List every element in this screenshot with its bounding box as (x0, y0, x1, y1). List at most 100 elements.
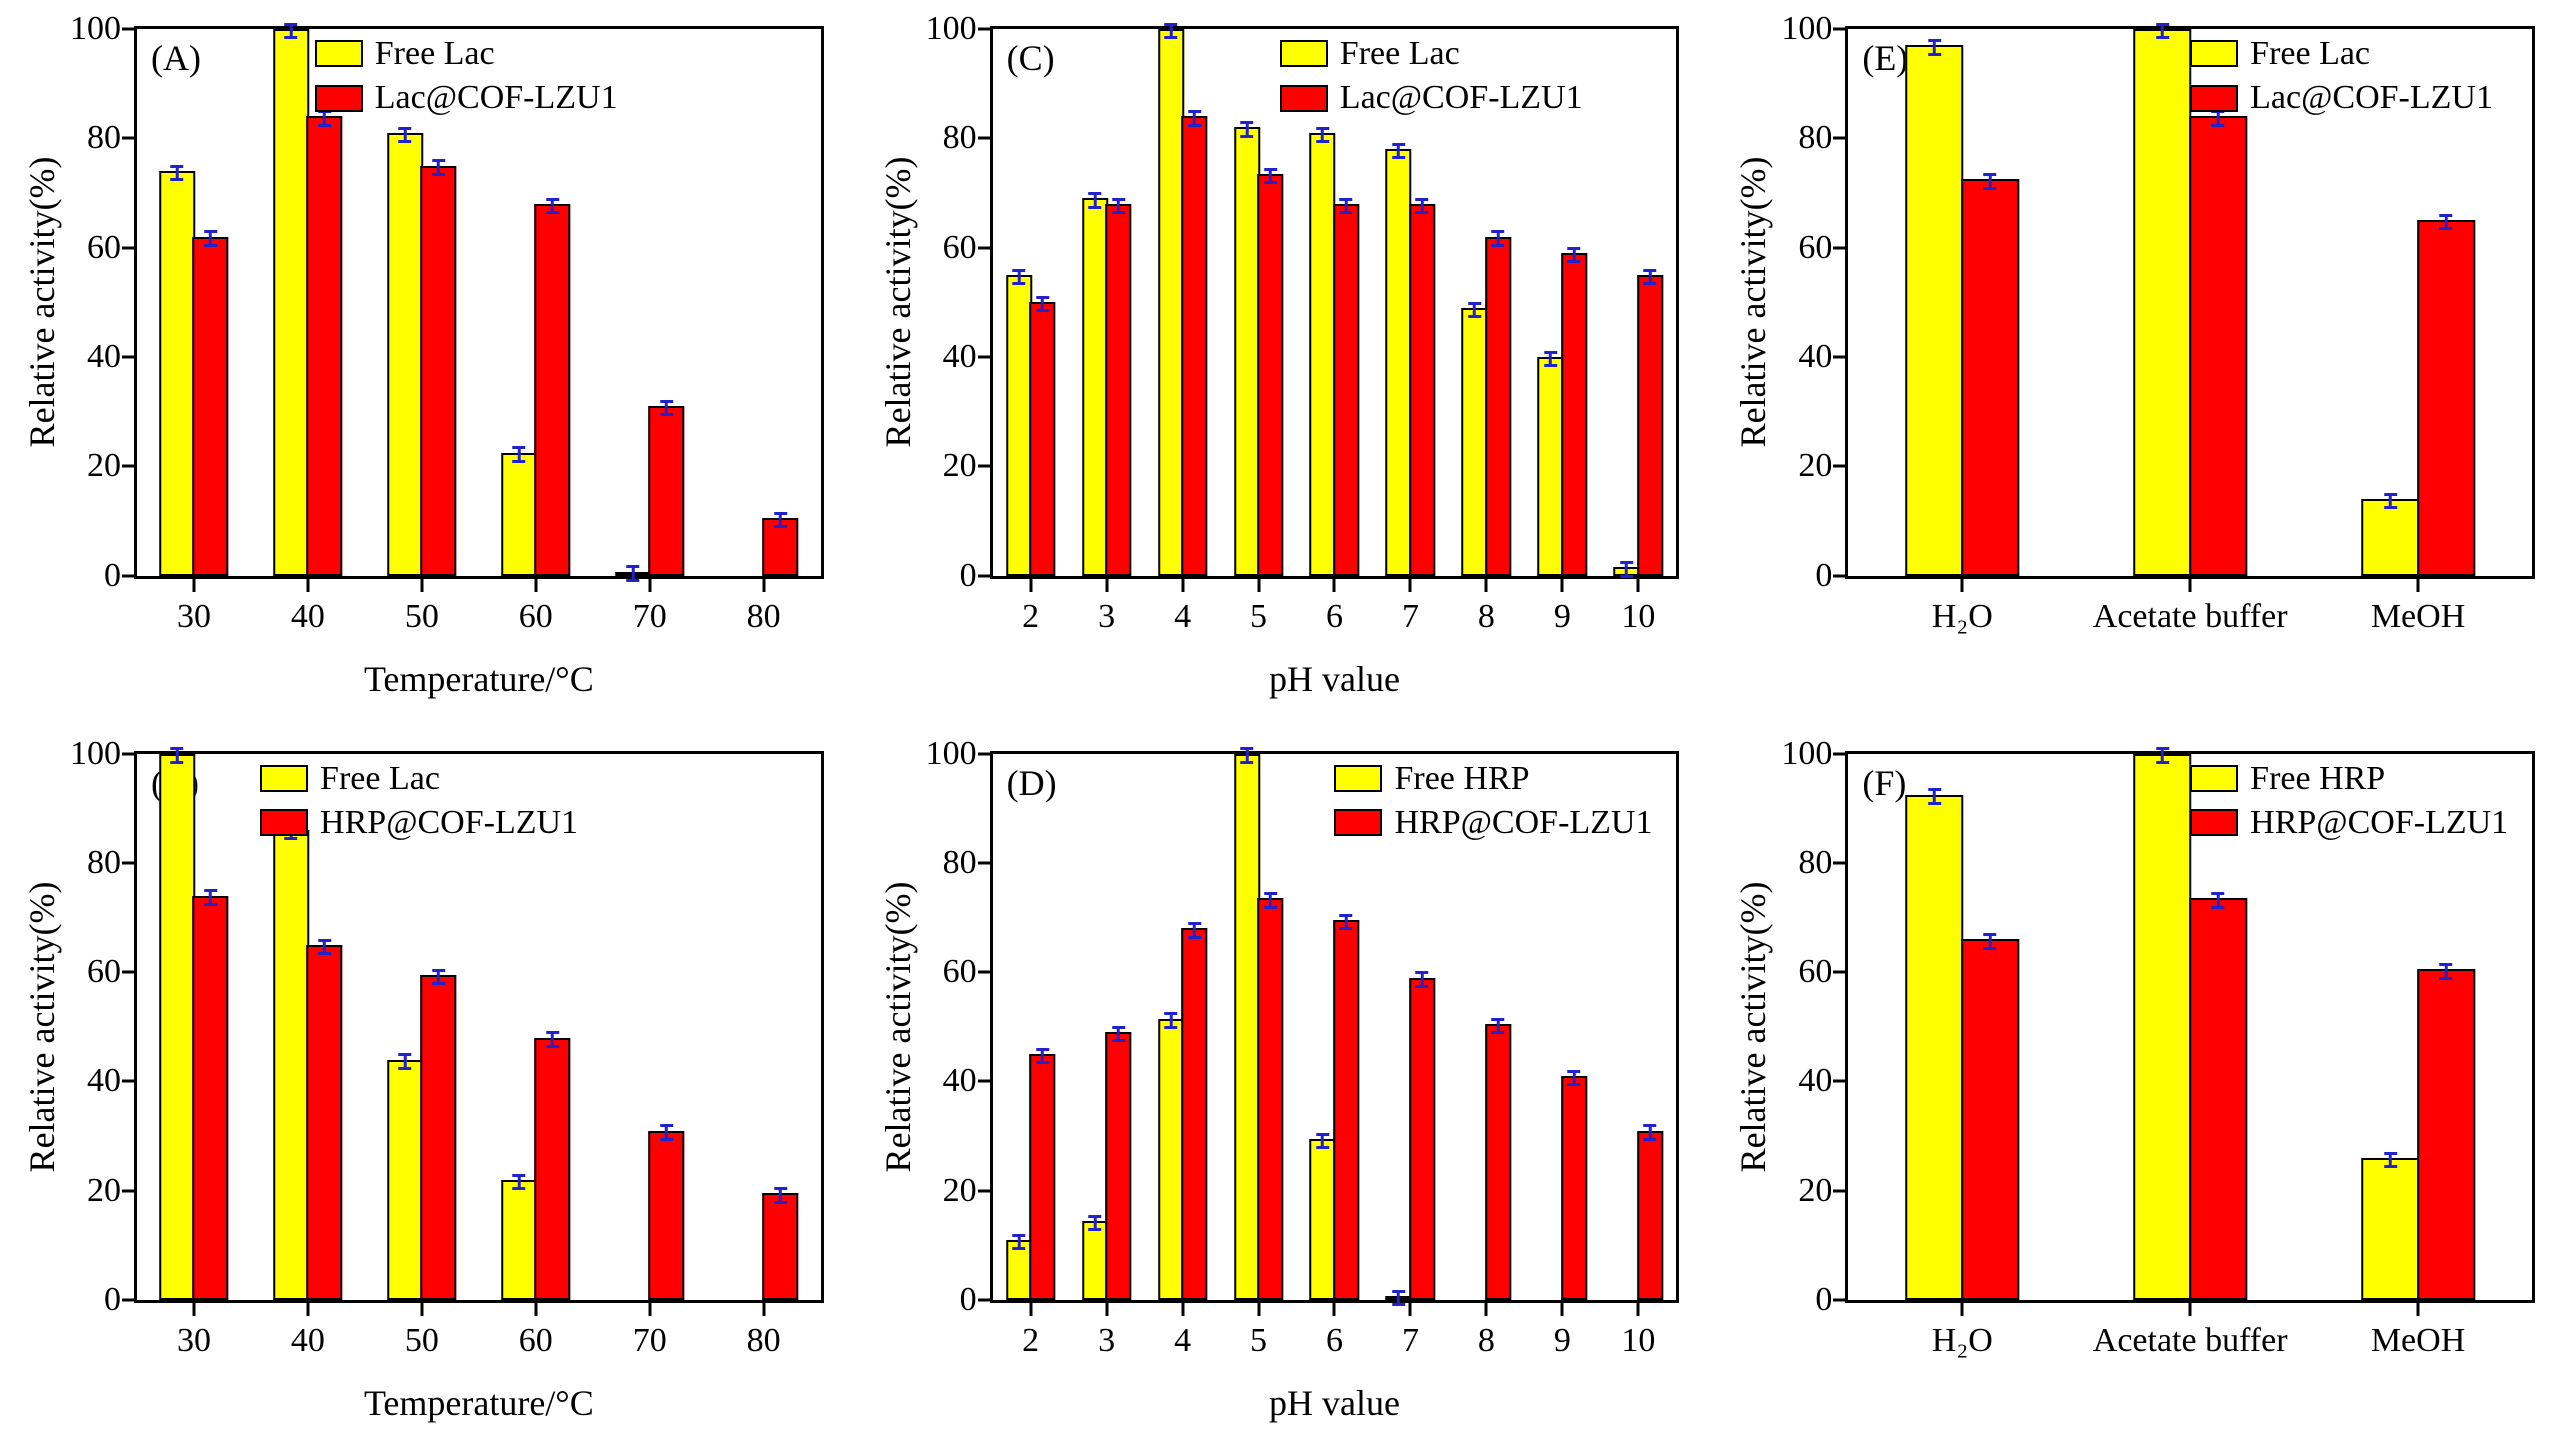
y-tick-label: 20 (87, 447, 121, 485)
legend-swatch-lac-cof-lzu1 (2190, 84, 2239, 112)
x-tick-label: 30 (176, 1322, 211, 1359)
y-tick-label: 0 (1815, 556, 1833, 594)
chart-panel-b: Relative activity(%)(B)02040608010030405… (0, 725, 856, 1449)
error-bar (1245, 747, 1249, 764)
legend-label: HRP@COF-LZU1 (320, 803, 579, 841)
bar-free-lac (2133, 22, 2192, 576)
bar-free-lac (387, 126, 424, 576)
legend-swatch-free-hrp (1334, 764, 1383, 792)
y-axis-title: Relative activity(%) (1733, 156, 1774, 448)
bar-group (1157, 754, 1208, 1300)
x-tick-label: 2 (1022, 1322, 1040, 1359)
x-tick-label: 40 (290, 1322, 325, 1359)
x-axis-title: pH value (1269, 1383, 1400, 1423)
y-tick-mark (1833, 27, 1849, 31)
error-bar (631, 565, 635, 582)
error-bar (1549, 350, 1553, 368)
bar-group (1905, 754, 2020, 1300)
y-tick-mark (977, 27, 993, 31)
bar-hrp-cof-lzu1 (2188, 892, 2247, 1300)
legend: Free Lac Lac@COF-LZU1 (2190, 35, 2493, 117)
bar-hrp-cof-lzu1 (420, 968, 457, 1300)
error-bar (517, 446, 521, 463)
y-tick-label: 20 (1798, 1171, 1833, 1209)
bar-group (501, 29, 571, 576)
y-tick-label: 20 (1798, 447, 1833, 485)
x-tick-label: 4 (1174, 597, 1192, 635)
plot-area: (E) 0 20 40 60 80 100 H₂O Acetate buffer MeOH Free… (1781, 12, 2535, 633)
y-tick-mark (977, 574, 993, 577)
x-tick-mark (2188, 575, 2192, 592)
x-tick-label: 5 (1250, 1322, 1268, 1359)
x-tick-mark (762, 575, 766, 592)
bar-lac-cof-lzu1 (2188, 110, 2247, 576)
error-bar (1268, 167, 1272, 185)
x-tick-mark (420, 575, 424, 592)
y-axis-title: Relative activity(%) (877, 156, 918, 448)
legend-label: Lac@COF-LZU1 (1339, 79, 1583, 117)
error-bar (2444, 963, 2448, 980)
legend-item: Free Lac (314, 35, 618, 72)
y-tick-label: 60 (87, 228, 121, 266)
x-tick-label: Acetate buffer (2092, 1322, 2288, 1359)
y-tick-mark (1833, 355, 1849, 359)
legend: Free Lac HRP@COF-LZU1 (260, 760, 578, 842)
y-tick-mark (122, 136, 137, 140)
y-tick-mark (977, 752, 993, 755)
error-bar (664, 399, 668, 417)
bar-group (2133, 747, 2247, 1300)
error-bar (209, 889, 213, 906)
bar-free-hrp (2361, 1151, 2420, 1300)
bar-free-hrp (1385, 1289, 1412, 1307)
legend-label: Free HRP (2250, 759, 2386, 797)
bar-lac-cof-lzu1 (1961, 173, 2020, 576)
legend-item: Free HRP (2190, 760, 2508, 797)
x-tick-mark (1560, 1300, 1564, 1316)
y-tick-mark (977, 1189, 993, 1193)
error-bar (2160, 747, 2164, 764)
error-bar (1116, 1026, 1120, 1043)
legend-item: Lac@COF-LZU1 (314, 79, 618, 116)
bar-lac-cof-lzu1 (1409, 197, 1436, 576)
x-tick-label: 10 (1621, 597, 1656, 635)
y-tick-mark (122, 574, 137, 577)
error-bar (1473, 301, 1477, 318)
error-bar (551, 1031, 555, 1048)
x-tick-label: 70 (632, 1322, 667, 1359)
y-tick-label: 100 (1781, 734, 1833, 772)
x-tick-mark (1257, 1300, 1261, 1316)
x-tick-label: H₂O (1931, 1322, 1993, 1359)
error-bar (289, 22, 293, 40)
legend-swatch-hrp-cof-lzu1 (260, 809, 309, 837)
bar-free-hrp (1081, 1214, 1108, 1300)
bar-hrp-cof-lzu1 (762, 1187, 799, 1300)
bar-group (1157, 22, 1208, 576)
x-tick-label: 50 (404, 1322, 439, 1359)
bar-hrp-cof-lzu1 (1409, 971, 1436, 1300)
bar-group (1537, 29, 1588, 576)
y-tick-label: 40 (942, 1062, 977, 1100)
bar-group (159, 29, 229, 576)
error-bar (1988, 933, 1992, 950)
panel-label: (E) (1862, 38, 1909, 78)
error-bar (209, 230, 213, 247)
x-tick-mark (1257, 575, 1261, 592)
legend-swatch-free-lac (2190, 40, 2239, 68)
y-tick-label: 60 (1798, 228, 1833, 266)
x-tick-label: 5 (1250, 597, 1268, 635)
error-bar (403, 1053, 407, 1070)
x-tick-label: 9 (1553, 1322, 1571, 1359)
bar-free-lac (1385, 143, 1412, 576)
legend-label: Free Lac (374, 35, 495, 72)
bar-hrp-cof-lzu1 (306, 938, 343, 1300)
bar-free-lac (1309, 126, 1336, 576)
panel-label: (A) (151, 38, 201, 78)
bar-free-lac (387, 1053, 424, 1300)
legend-swatch-free-lac (260, 764, 309, 792)
bar-group (2361, 754, 2475, 1300)
bar-hrp-cof-lzu1 (1485, 1017, 1512, 1300)
legend-label: Free Lac (320, 759, 440, 797)
x-tick-mark (1408, 575, 1412, 592)
x-tick-mark (1960, 575, 1964, 592)
